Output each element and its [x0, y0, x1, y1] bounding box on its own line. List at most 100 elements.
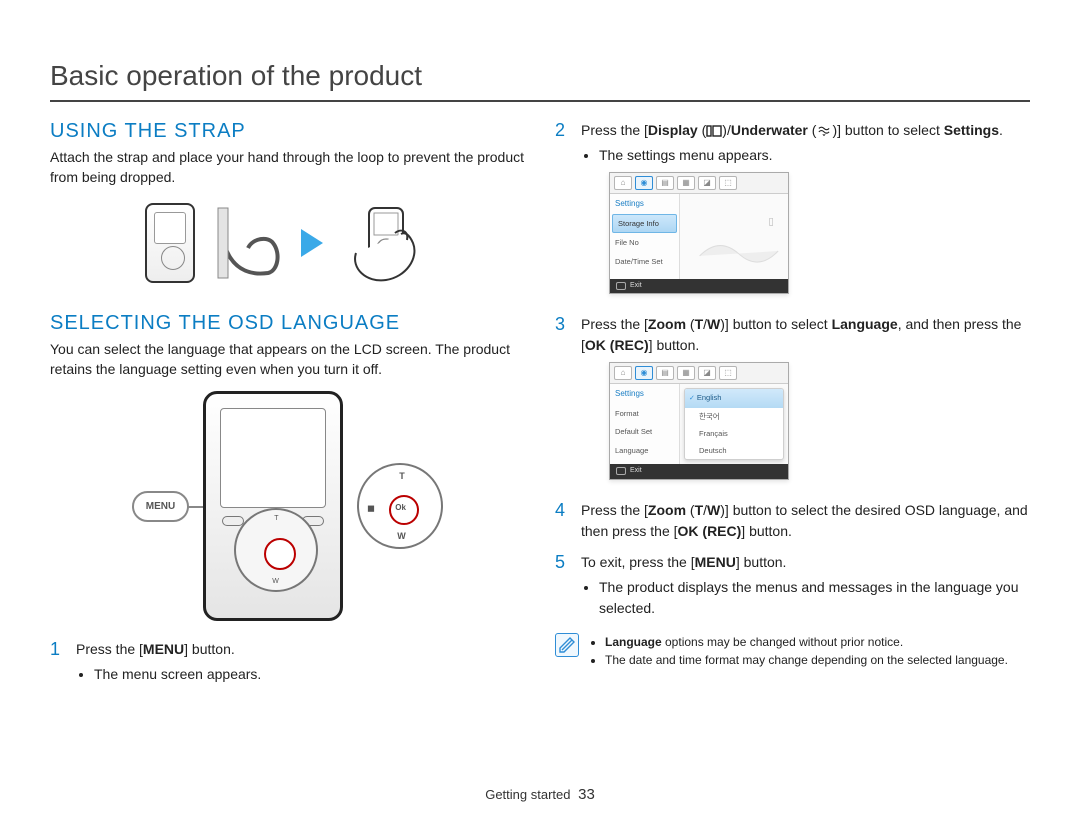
ms1-sidebar: Settings Storage Info File No Date/Time … — [610, 194, 680, 279]
s3-okrec-bold: OK (REC) — [585, 337, 649, 353]
ms2-options: English 한국어 Français Deutsch — [684, 388, 784, 460]
note-item-0: Language options may be changed without … — [605, 633, 1008, 651]
dpad-ok-label: Ok — [270, 546, 278, 552]
note1-rest: The date and time format may change depe… — [605, 653, 1008, 667]
dpad-big-w: W — [397, 531, 406, 541]
tab-icon: ▤ — [656, 176, 674, 190]
ms2-main: English 한국어 Français Deutsch — [680, 384, 788, 464]
step-5-body: To exit, press the [MENU] button. The pr… — [581, 552, 1030, 623]
s3-t3: )] button to select — [720, 316, 831, 332]
device-large: T W Ok — [203, 391, 343, 621]
step-num-2: 2 — [555, 120, 571, 141]
ms1-row-0: Storage Info — [612, 214, 677, 233]
ms2-side-0: Format — [610, 404, 679, 422]
s4-okrec-bold: OK (REC) — [678, 523, 742, 539]
hand-holding-device-icon — [341, 198, 431, 288]
settings-menu-shot-2: ⌂ ◉ ▤ ▦ ◪ ⬚ Settings Format Default Set … — [609, 362, 789, 480]
s2-underwater-bold: Underwater — [731, 122, 808, 138]
dpad-w-label: W — [272, 578, 279, 585]
dpad-big-left: ◼ — [367, 503, 374, 514]
left-column: USING THE STRAP Attach the strap and pla… — [50, 120, 525, 699]
step-4-body: Press the [Zoom (T/W)] button to select … — [581, 500, 1030, 542]
content-columns: USING THE STRAP Attach the strap and pla… — [50, 120, 1030, 699]
s3-T-bold: T — [695, 316, 704, 332]
settings-menu-shot-1: ⌂ ◉ ▤ ▦ ◪ ⬚ Settings Storage Info File N… — [609, 172, 789, 294]
s4-t0: Press the [ — [581, 502, 648, 518]
s3-W-bold: W — [707, 316, 720, 332]
note0-bold: Language — [605, 635, 662, 649]
ms2-footer: Exit — [610, 464, 788, 479]
ms1-exit: Exit — [630, 281, 642, 292]
ms1-bg-icon: ▯ — [680, 194, 788, 279]
step-1-body: Press the [MENU] button. The menu screen… — [76, 639, 525, 689]
step-2-body: Press the [Display ()/Underwater ()] but… — [581, 120, 1030, 304]
s1-post: ] button. — [184, 641, 235, 657]
device-screen — [220, 408, 326, 508]
step-num-1: 1 — [50, 639, 66, 660]
strap-loop-icon — [213, 203, 283, 283]
footer-section: Getting started — [485, 787, 570, 802]
strap-intro: Attach the strap and place your hand thr… — [50, 147, 525, 188]
s4-T-bold: T — [695, 502, 704, 518]
ms1-row-2: Date/Time Set — [610, 252, 679, 270]
tab-icon: ◪ — [698, 176, 716, 190]
dpad-big-ok: Ok — [395, 503, 406, 512]
step-num-3: 3 — [555, 314, 571, 335]
note-icon — [555, 633, 579, 657]
step-2: 2 Press the [Display ()/Underwater ()] b… — [555, 120, 1030, 304]
dpad-callout: T W Ok ◼ — [357, 463, 443, 549]
s3-t0: Press the [ — [581, 316, 648, 332]
underwater-icon — [816, 125, 832, 137]
s1-menu-bold: MENU — [143, 641, 184, 657]
s5-t1: ] button. — [736, 554, 787, 570]
ms1-row-1: File No — [610, 233, 679, 251]
tab-icon: ⌂ — [614, 176, 632, 190]
arrow-right-icon — [301, 229, 323, 257]
tab-icon: ▦ — [677, 176, 695, 190]
dpad-big-t: T — [399, 471, 405, 481]
s5-bullet: The product displays the menus and messa… — [599, 577, 1030, 619]
s2-t0: Press the [ — [581, 122, 648, 138]
s4-t4: ] button. — [741, 523, 792, 539]
page-number: 33 — [578, 786, 595, 803]
s2-display-bold: Display — [648, 122, 698, 138]
step-4: 4 Press the [Zoom (T/W)] button to selec… — [555, 500, 1030, 542]
step-1: 1 Press the [MENU] button. The menu scre… — [50, 639, 525, 689]
tab-icon: ◪ — [698, 366, 716, 380]
dpad-t-label: T — [274, 515, 278, 522]
tab-icon: ▤ — [656, 366, 674, 380]
device-small-1 — [145, 203, 195, 283]
step-num-5: 5 — [555, 552, 571, 573]
s3-t1: ( — [686, 316, 695, 332]
step-3-body: Press the [Zoom (T/W)] button to select … — [581, 314, 1030, 490]
note-box: Language options may be changed without … — [555, 633, 1030, 669]
s1-bullet: The menu screen appears. — [94, 664, 525, 685]
menu-bubble: MENU — [132, 491, 189, 522]
s3-t5: ] button. — [649, 337, 700, 353]
display-icon — [706, 125, 722, 137]
ms2-tab-label: Settings — [610, 384, 679, 404]
page-footer: Getting started 33 — [0, 786, 1080, 803]
ms2-opt-3: Deutsch — [685, 442, 783, 459]
right-column: 2 Press the [Display ()/Underwater ()] b… — [555, 120, 1030, 699]
osd-intro: You can select the language that appears… — [50, 339, 525, 380]
s2-t3: ( — [808, 122, 817, 138]
ms2-sidebar: Settings Format Default Set Language — [610, 384, 680, 464]
tab-icon: ⌂ — [614, 366, 632, 380]
tab-icon-active: ◉ — [635, 366, 653, 380]
osd-heading: SELECTING THE OSD LANGUAGE — [50, 312, 525, 335]
s2-t4: )] button to select — [832, 122, 943, 138]
s5-menu-bold: MENU — [695, 554, 736, 570]
step-3: 3 Press the [Zoom (T/W)] button to selec… — [555, 314, 1030, 490]
s5-t0: To exit, press the [ — [581, 554, 695, 570]
tab-icon: ⬚ — [719, 176, 737, 190]
note-list: Language options may be changed without … — [605, 633, 1008, 669]
strap-illustration — [50, 198, 525, 288]
tab-icon: ⬚ — [719, 366, 737, 380]
s2-bullet: The settings menu appears. — [599, 145, 1030, 166]
device-dpad: T W Ok — [234, 508, 318, 592]
tab-icon-active: ◉ — [635, 176, 653, 190]
ms1-tab-label: Settings — [610, 194, 679, 214]
s2-t2: )/ — [722, 122, 731, 138]
ms1-tabs: ⌂ ◉ ▤ ▦ ◪ ⬚ — [610, 173, 788, 194]
